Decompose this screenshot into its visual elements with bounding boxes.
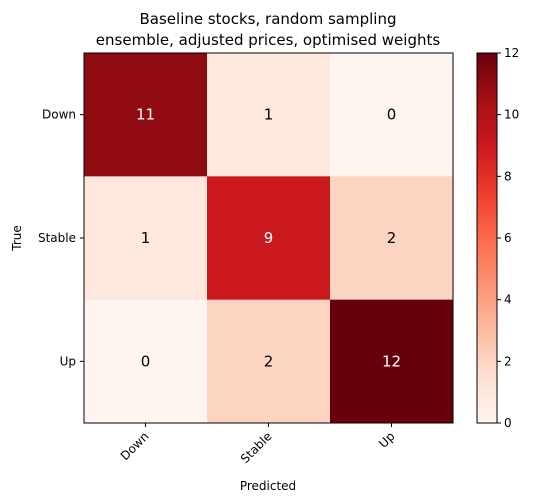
colorbar (477, 53, 497, 423)
colorbar-tick-label: 8 (504, 169, 512, 183)
colorbar-tick-label: 4 (504, 293, 512, 307)
cell-value-label: 2 (264, 352, 274, 370)
cell-value-label: 0 (387, 106, 397, 124)
chart-title-line2: ensemble, adjusted prices, optimised wei… (96, 31, 441, 49)
x-axis-ticks: Down Stable Up (118, 423, 398, 466)
y-tick-label: Down (42, 108, 76, 122)
y-tick-label: Up (60, 354, 76, 368)
colorbar-tick-label: 6 (504, 231, 512, 245)
x-axis-label: Predicted (240, 479, 296, 493)
cell-value-label: 1 (141, 229, 151, 247)
x-tick-label: Down (118, 429, 152, 463)
colorbar-tick-label: 2 (504, 354, 512, 368)
y-tick-label: Stable (38, 231, 76, 245)
cell-value-label: 0 (141, 352, 151, 370)
cell-value-label: 11 (136, 106, 155, 124)
cell-value-label: 2 (387, 229, 397, 247)
colorbar-ticks: 0 2 4 6 8 10 12 (497, 46, 519, 430)
cell-value-label: 9 (264, 229, 274, 247)
colorbar-tick-label: 10 (504, 108, 519, 122)
x-tick-label: Stable (238, 429, 275, 466)
x-tick-label: Up (376, 429, 398, 451)
cell-value-label: 12 (382, 352, 401, 370)
y-axis-label: True (10, 225, 24, 252)
colorbar-tick-label: 12 (504, 46, 519, 60)
y-axis-ticks: Down Stable Up (38, 108, 84, 369)
cell-value-label: 1 (264, 106, 274, 124)
chart-title-line1: Baseline stocks, random sampling (140, 10, 397, 28)
colorbar-tick-label: 0 (504, 416, 512, 430)
